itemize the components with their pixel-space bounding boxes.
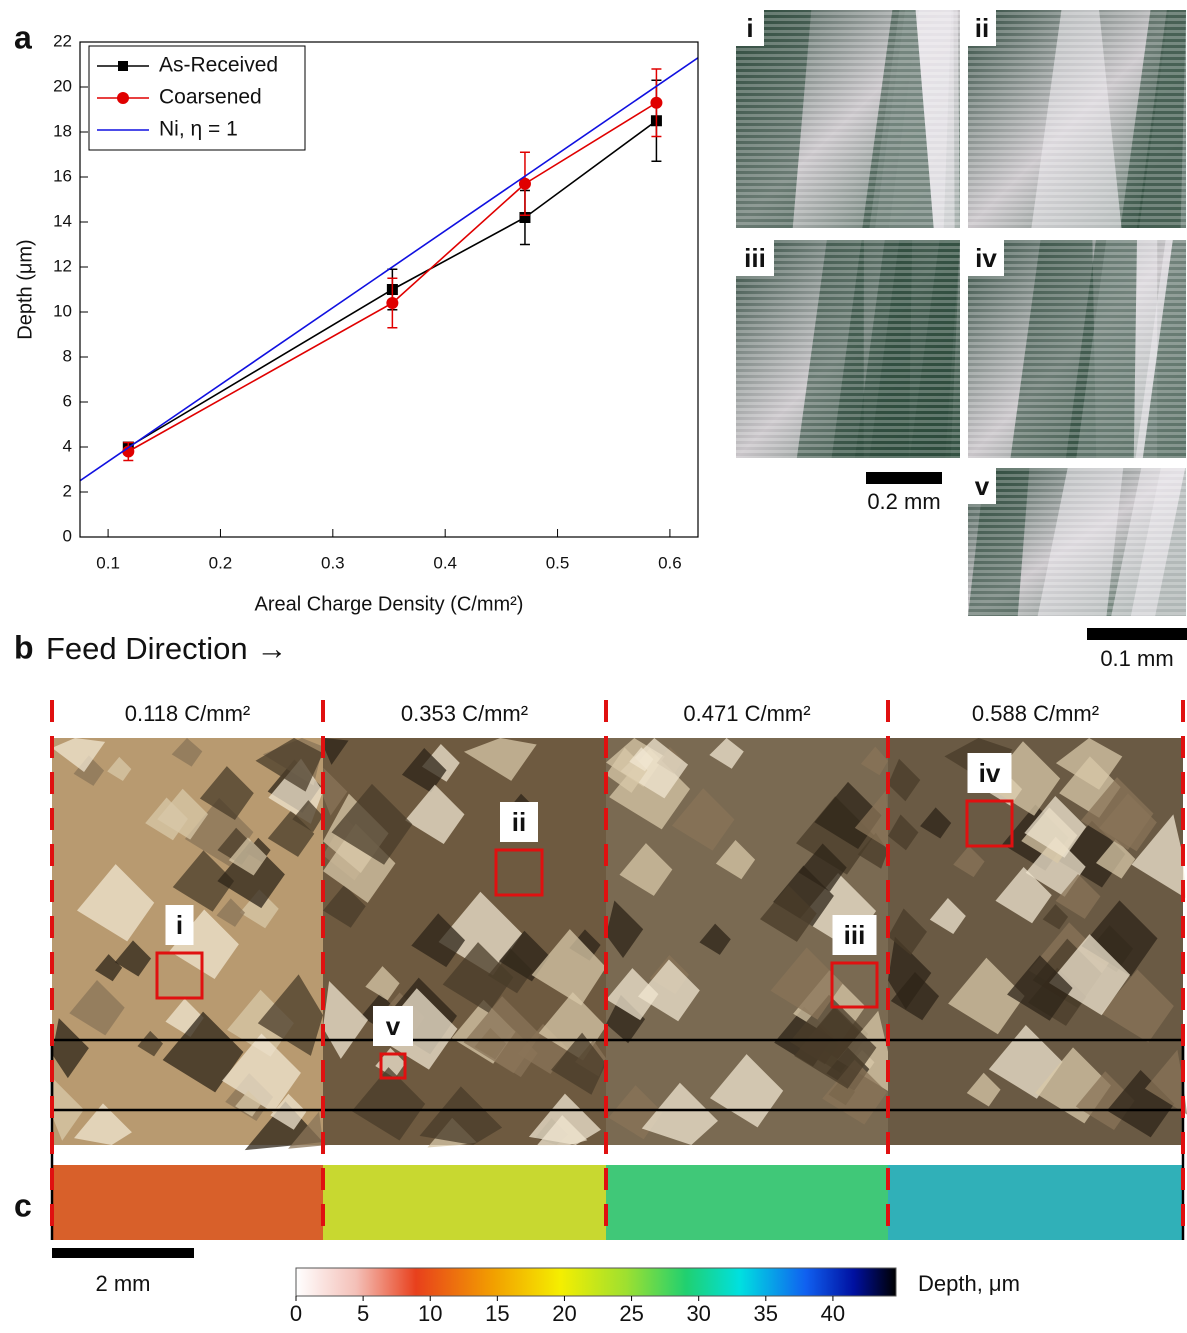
y-tick-label: 4 (63, 436, 72, 455)
micrograph-texture (968, 10, 1186, 228)
y-tick-label: 6 (63, 391, 72, 410)
micrograph-texture (968, 468, 1186, 616)
depth-map-section (888, 1165, 1183, 1240)
marker (386, 297, 398, 309)
section-label: 0.353 C/mm² (401, 701, 528, 726)
y-tick-label: 10 (53, 301, 72, 320)
section-label: 0.118 C/mm² (125, 701, 251, 726)
micrograph-texture (736, 10, 960, 228)
region-label: v (386, 1011, 401, 1041)
y-tick-label: 0 (63, 526, 72, 545)
legend-label: Coarsened (159, 86, 262, 109)
panel-title: Feed Direction → (46, 631, 287, 666)
micrograph-label: ii (975, 13, 989, 43)
micrograph-label: iii (744, 243, 766, 273)
region-label: iv (979, 758, 1001, 788)
y-tick-label: 16 (53, 166, 72, 185)
figure: a 0.1 0.2 0.3 0.4 0.5 0.6 0 2 4 6 8 10 12 14 16 18 20 22 Ar… (0, 0, 1187, 1328)
marker (650, 97, 662, 109)
scale-bar-label: 0.1 mm (1100, 646, 1173, 671)
colorbar-label: Depth, μm (918, 1271, 1020, 1296)
depth-map-section (606, 1165, 888, 1240)
page: a 0.1 0.2 0.3 0.4 0.5 0.6 0 2 4 6 8 10 12 14 16 18 20 22 Ar… (0, 0, 1187, 1333)
colorbar-tick-label: 35 (754, 1301, 778, 1326)
region-label: i (176, 910, 183, 940)
colorbar-tick-label: 0 (290, 1301, 302, 1326)
legend-marker (118, 61, 128, 71)
scale-bar-label: 0.2 mm (867, 489, 940, 514)
scale-bar-label: 2 mm (96, 1271, 151, 1296)
colorbar-tick-label: 30 (686, 1301, 710, 1326)
y-tick-label: 14 (53, 211, 72, 230)
panel-label: b (14, 629, 34, 665)
y-tick-label: 8 (63, 346, 72, 365)
panel-label: a (14, 19, 32, 55)
depth-map-section (323, 1165, 606, 1240)
section-label: 0.588 C/mm² (972, 701, 1099, 726)
x-tick-label: 0.3 (321, 553, 345, 572)
colorbar-tick-label: 15 (485, 1301, 509, 1326)
colorbar-tick-label: 10 (418, 1301, 442, 1326)
colorbar-tick-label: 25 (619, 1301, 643, 1326)
colorbar-tick-label: 40 (821, 1301, 845, 1326)
micrograph-label: i (746, 13, 753, 43)
region-label: ii (512, 807, 526, 837)
x-axis-label: Areal Charge Density (C/mm²) (255, 593, 524, 615)
x-tick-label: 0.5 (546, 553, 570, 572)
micrograph-label: v (975, 471, 990, 501)
depth-map-section (52, 1165, 323, 1240)
section-label: 0.471 C/mm² (683, 701, 810, 726)
y-tick-label: 22 (53, 31, 72, 50)
x-tick-label: 0.2 (209, 553, 233, 572)
y-axis-label: Depth (μm) (14, 239, 36, 339)
legend-marker (117, 92, 129, 104)
y-tick-label: 20 (53, 76, 72, 95)
colorbar (296, 1268, 896, 1296)
scale-bar (866, 472, 942, 484)
micrograph-label: iv (975, 243, 997, 273)
panel-label: c (14, 1187, 32, 1223)
colorbar-tick-label: 5 (357, 1301, 369, 1326)
x-tick-label: 0.4 (433, 553, 457, 572)
x-tick-label: 0.1 (96, 553, 120, 572)
scale-bar (1087, 628, 1187, 640)
legend-label: Ni, η = 1 (159, 118, 238, 141)
y-tick-label: 18 (53, 121, 72, 140)
scale-bar (52, 1248, 194, 1258)
x-tick-label: 0.6 (658, 553, 682, 572)
y-tick-label: 12 (53, 256, 72, 275)
y-tick-label: 2 (63, 481, 72, 500)
colorbar-tick-label: 20 (552, 1301, 576, 1326)
legend-label: As-Received (159, 54, 278, 77)
region-label: iii (844, 920, 866, 950)
